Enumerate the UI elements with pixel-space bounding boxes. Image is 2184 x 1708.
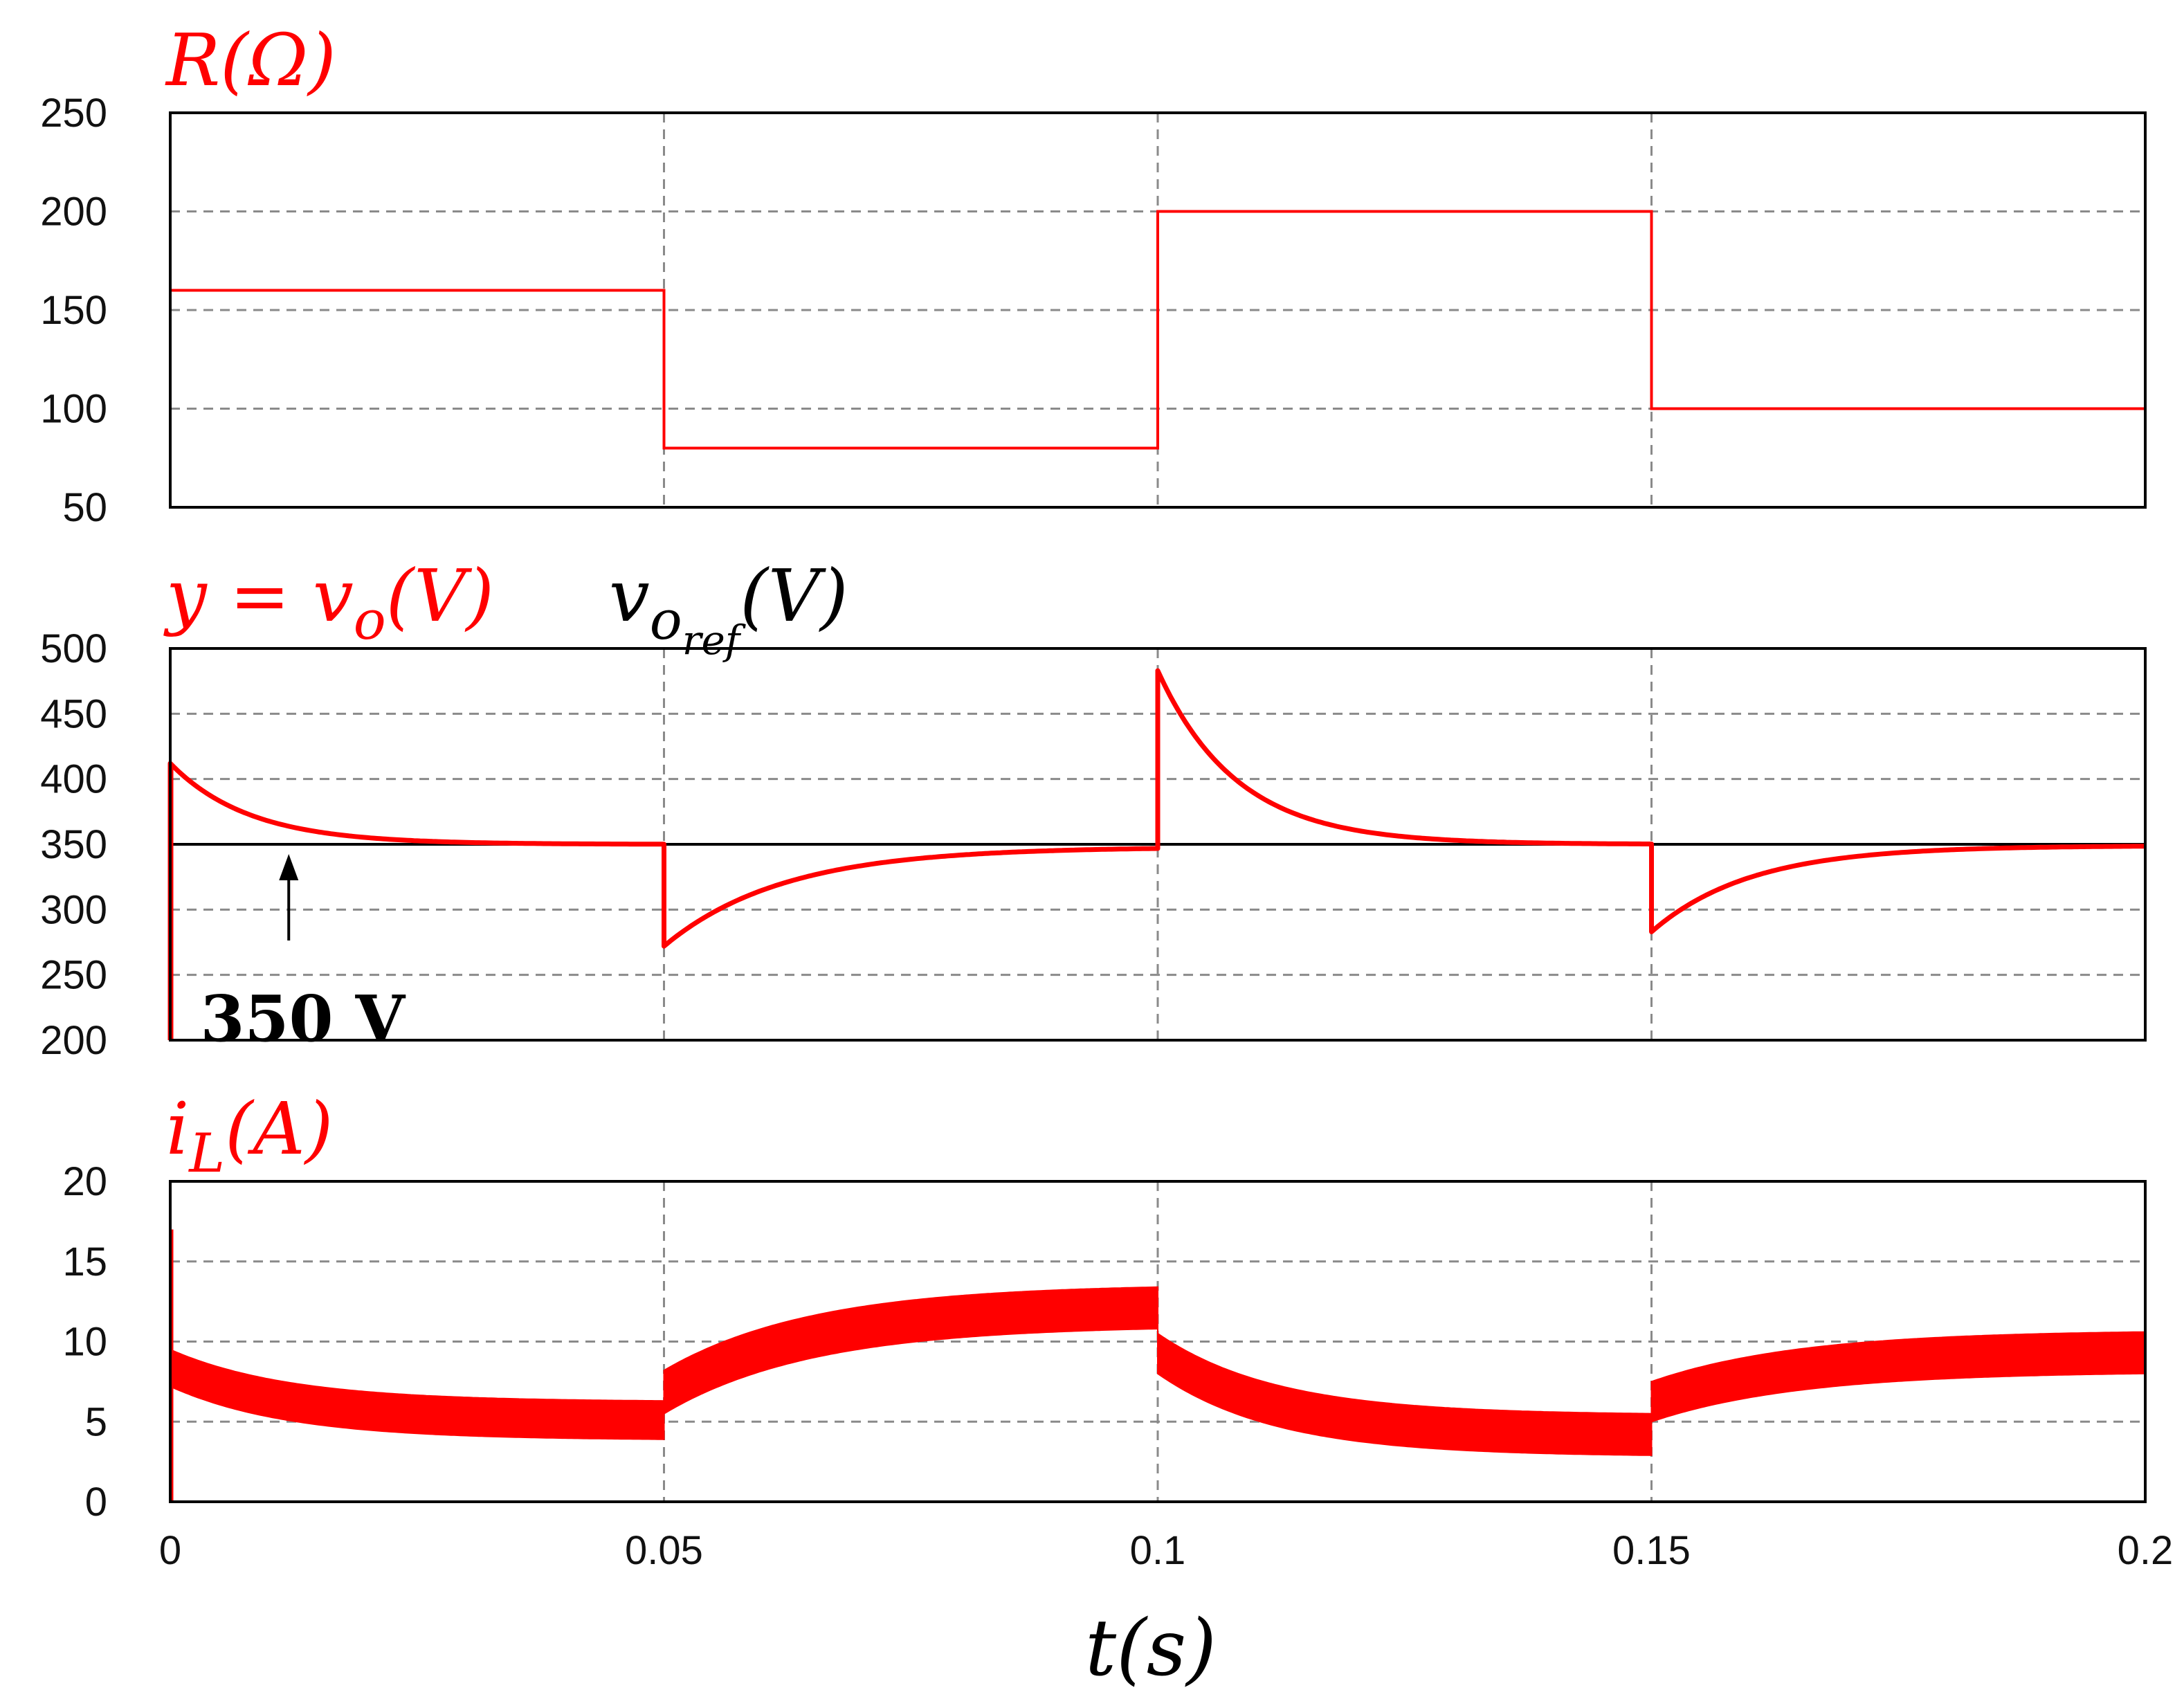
x-axis-label: t(s) (1085, 1603, 1217, 1693)
x-tick-label: 0.1 (1130, 1528, 1186, 1573)
annotation-label: 350 V (201, 981, 406, 1056)
series-line (170, 210, 2145, 450)
y-tick-label: 300 (40, 887, 107, 932)
y-tick-label: 200 (40, 1018, 107, 1063)
panel-1: 250 200 150 100 50 R(Ω) (40, 18, 2147, 530)
y-tick-label: 10 (62, 1320, 107, 1365)
y-tick-label: 450 (40, 691, 107, 736)
annotation-arrowhead (279, 854, 299, 880)
y-tick-label: 500 (40, 626, 107, 671)
y-axis-label: R(Ω) (165, 18, 336, 102)
y-tick-label: 100 (40, 387, 107, 432)
y-tick-label: 0 (85, 1480, 107, 1525)
plot-frame (169, 111, 2147, 509)
plot-frame (169, 647, 2147, 1042)
plot-frame (169, 1180, 2147, 1503)
y-tick-label: 350 (40, 822, 107, 867)
y-tick-label: 400 (40, 757, 107, 802)
panel-3: 20 15 10 5 0 iL(A) 0 0.05 0.1 0.15 0.2 t(s) (62, 1087, 2173, 1693)
x-tick-label: 0.2 (2118, 1528, 2174, 1573)
x-tick-label: 0 (159, 1528, 181, 1573)
current-ripple-band (170, 1286, 2146, 1456)
y-tick-label: 20 (62, 1159, 107, 1204)
y-tick-label: 250 (40, 91, 107, 136)
reference-label: voref(V) (609, 554, 848, 664)
panel-2: 500 450 400 350 300 250 200 y = vo(V) voref(V) 35… (40, 554, 2147, 1063)
y-tick-label: 5 (85, 1399, 107, 1444)
x-tick-label: 0.15 (1612, 1528, 1691, 1573)
series-line (167, 668, 2146, 1040)
y-tick-label: 200 (40, 190, 107, 235)
y-tick-label: 50 (62, 485, 107, 530)
x-tick-label: 0.05 (625, 1528, 703, 1573)
y-axis-label: y = vo(V) (163, 554, 494, 652)
y-tick-label: 150 (40, 288, 107, 333)
y-tick-label: 15 (62, 1239, 107, 1284)
y-axis-label: iL(A) (166, 1087, 333, 1185)
y-tick-label: 250 (40, 953, 107, 998)
